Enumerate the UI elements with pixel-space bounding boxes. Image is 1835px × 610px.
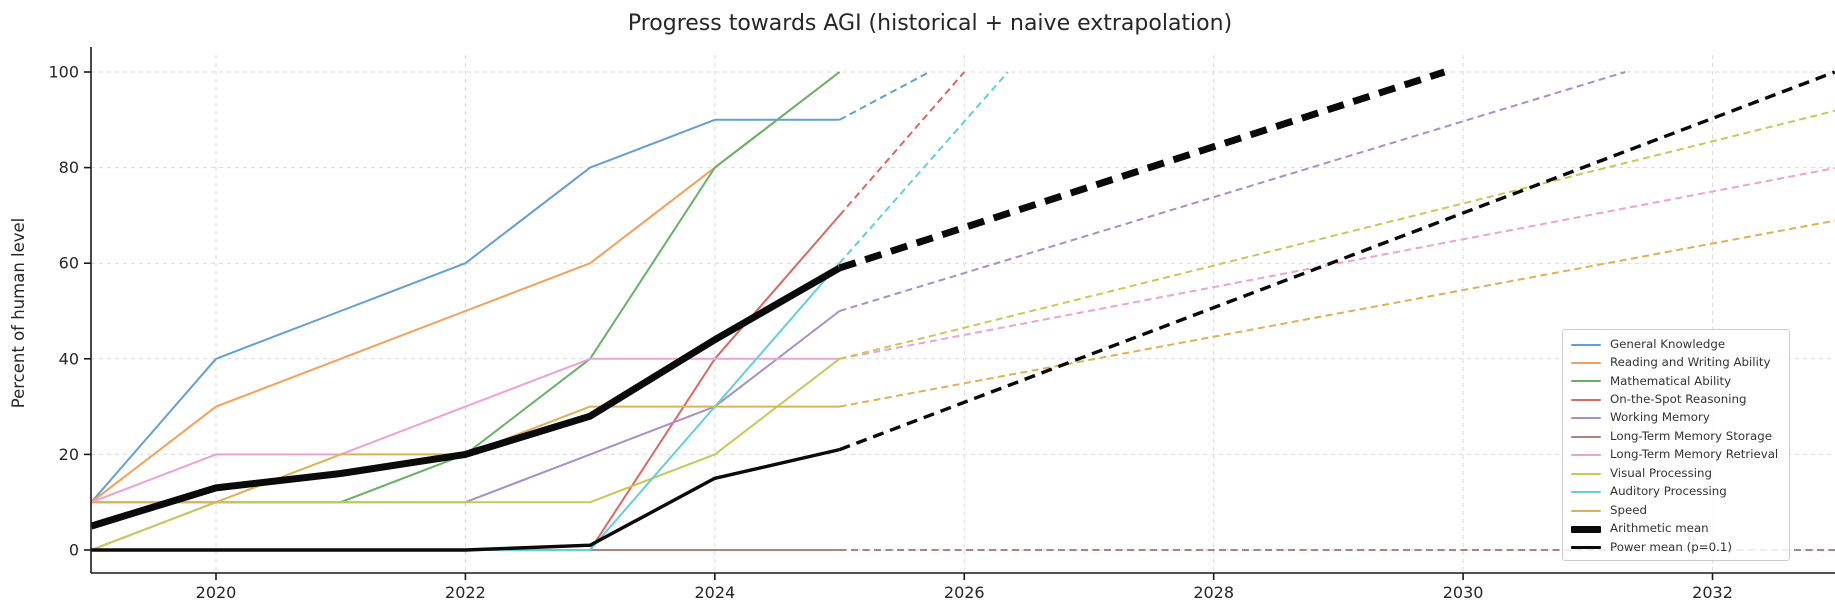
series-line-general-knowledge	[91, 118, 840, 503]
series-extrapolation-auditory-processing	[838, 71, 1009, 264]
x-tick-label: 2030	[1443, 583, 1484, 602]
legend-label: Arithmetic mean	[1610, 521, 1709, 536]
legend-label: General Knowledge	[1610, 336, 1726, 351]
y-tick-label: 20	[59, 445, 79, 464]
series-extrapolation-power-mean-p-0-1	[838, 70, 1835, 452]
series-extrapolation-on-the-spot-reasoning	[838, 71, 966, 217]
legend-label: Mathematical Ability	[1610, 373, 1732, 388]
legend-swatch-speed	[1571, 509, 1601, 512]
legend-label: Auditory Processing	[1610, 484, 1727, 499]
x-tick-label: 2022	[445, 583, 486, 602]
legend-swatch-long-term-memory-retrieval	[1571, 454, 1601, 457]
legend-item-auditory-processing: Auditory Processing	[1571, 484, 1781, 501]
legend-swatch-working-memory	[1571, 417, 1601, 420]
legend-swatch-visual-processing	[1571, 472, 1601, 475]
series-line-power-mean-p-0-1	[91, 447, 840, 552]
series-line-arithmetic-mean	[91, 264, 842, 530]
series-extrapolation-speed	[839, 219, 1835, 408]
legend-item-working-memory: Working Memory	[1571, 410, 1781, 427]
series-extrapolation-arithmetic-mean	[838, 68, 1446, 272]
axes: 2020 2022 2024 2026 2028 2030 2032 0 20 40 60 80 100	[48, 47, 1835, 602]
legend-swatch-long-term-memory-storage	[1571, 435, 1601, 438]
legend-item-arithmetic-mean: Arithmetic mean	[1571, 521, 1781, 538]
data-series	[91, 68, 1835, 552]
x-tick-label: 2028	[1193, 583, 1234, 602]
legend-swatch-reading-and-writing-ability	[1571, 361, 1601, 364]
legend-item-power-mean-p-0-1: Power mean (p=0.1)	[1571, 539, 1781, 556]
series-extrapolation-working-memory	[839, 71, 1626, 312]
legend-swatch-auditory-processing	[1571, 491, 1601, 494]
x-tick-label: 2032	[1692, 583, 1733, 602]
x-tick-label: 2026	[944, 583, 985, 602]
legend-label: Speed	[1610, 502, 1647, 517]
series-line-long-term-memory-retrieval	[91, 357, 840, 504]
legend-item-speed: Speed	[1571, 502, 1781, 519]
legend-item-long-term-memory-storage: Long-Term Memory Storage	[1571, 428, 1781, 445]
legend-item-general-knowledge: General Knowledge	[1571, 336, 1781, 353]
legend-label: Long-Term Memory Retrieval	[1610, 447, 1779, 462]
y-tick-label: 80	[59, 158, 79, 177]
series-extrapolation-long-term-memory-retrieval	[839, 167, 1835, 360]
legend-swatch-arithmetic-mean	[1571, 525, 1601, 533]
legend-label: Visual Processing	[1610, 465, 1712, 480]
series-extrapolation-visual-processing	[839, 109, 1835, 360]
legend-swatch-mathematical-ability	[1571, 380, 1601, 383]
series-extrapolation-general-knowledge	[839, 71, 930, 121]
y-tick-label: 0	[69, 541, 79, 560]
chart-title: Progress towards AGI (historical + naive…	[628, 11, 1232, 36]
legend-item-reading-and-writing-ability: Reading and Writing Ability	[1571, 354, 1781, 371]
x-tick-label: 2020	[196, 583, 237, 602]
legend-label: Power mean (p=0.1)	[1610, 539, 1732, 554]
legend-item-mathematical-ability: Mathematical Ability	[1571, 373, 1781, 390]
legend-swatch-power-mean-p-0-1	[1571, 545, 1601, 550]
legend-label: Working Memory	[1610, 410, 1710, 425]
legend-item-visual-processing: Visual Processing	[1571, 465, 1781, 482]
legend-label: On-the-Spot Reasoning	[1610, 391, 1747, 406]
y-tick-label: 40	[59, 349, 79, 368]
legend-swatch-general-knowledge	[1571, 343, 1601, 346]
y-axis-label: Percent of human level	[9, 218, 28, 409]
legend-item-long-term-memory-retrieval: Long-Term Memory Retrieval	[1571, 447, 1781, 464]
legend-label: Reading and Writing Ability	[1610, 355, 1771, 370]
x-tick-label: 2024	[694, 583, 735, 602]
legend-swatch-on-the-spot-reasoning	[1571, 398, 1601, 401]
y-tick-label: 60	[59, 254, 79, 273]
legend-item-on-the-spot-reasoning: On-the-Spot Reasoning	[1571, 391, 1781, 408]
y-tick-label: 100	[48, 63, 79, 82]
legend-label: Long-Term Memory Storage	[1610, 428, 1772, 443]
legend-box: General Knowledge Reading and Writing Abi…	[1562, 329, 1790, 561]
